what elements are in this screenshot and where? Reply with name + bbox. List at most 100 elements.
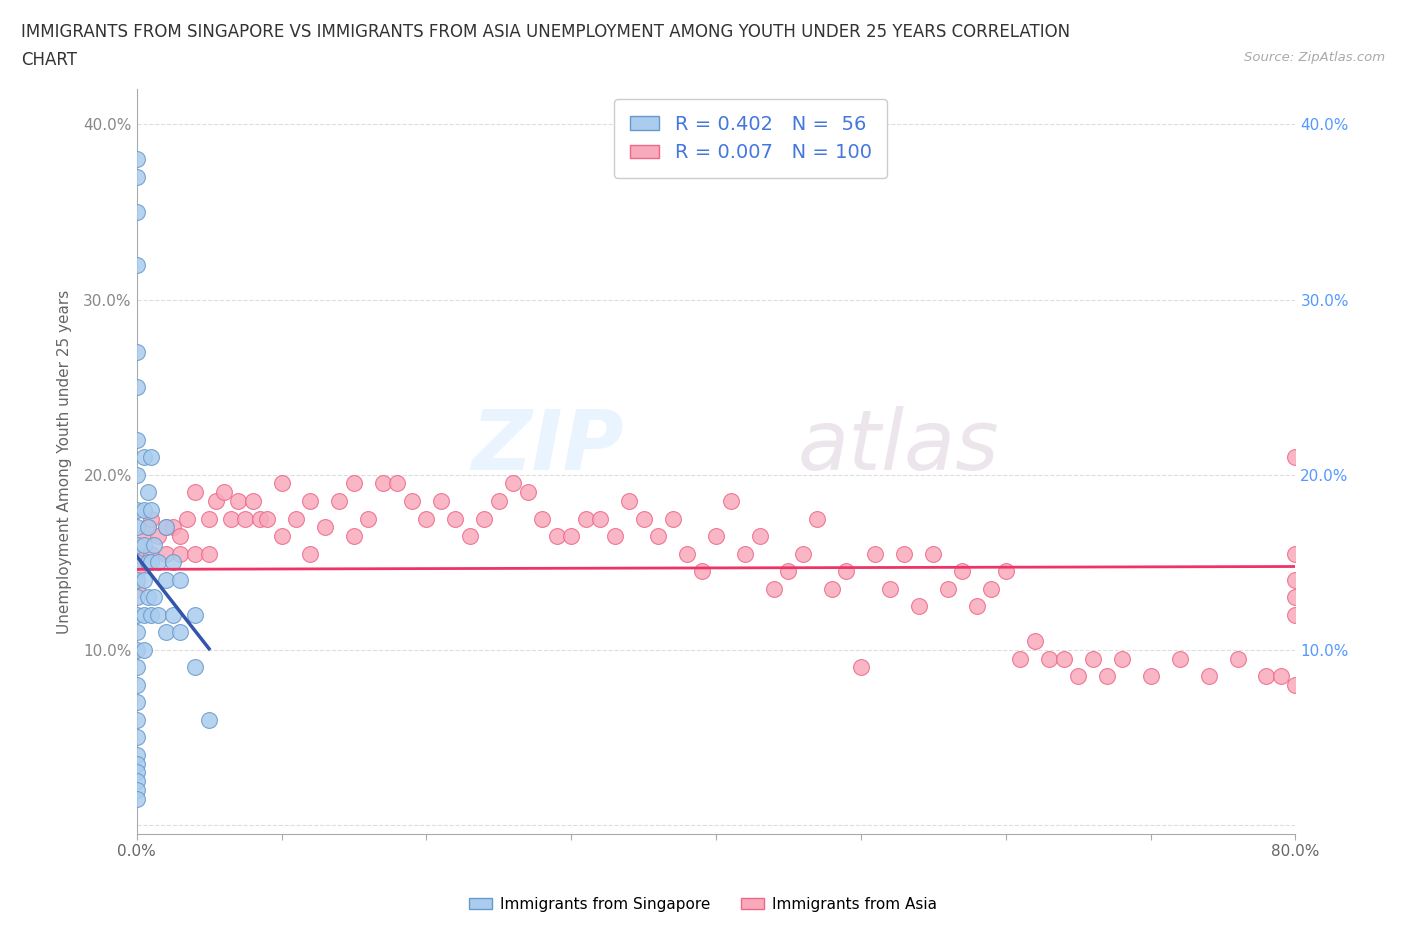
Point (198, 546, 221, 561)
Point (1284, 546, 1306, 561)
Point (936, 581, 959, 596)
Point (849, 660, 872, 675)
Point (1284, 607, 1306, 622)
Point (148, 607, 170, 622)
Point (285, 512, 308, 526)
Point (169, 546, 191, 561)
Legend: R = 0.402   N =  56, R = 0.007   N = 100: R = 0.402 N = 56, R = 0.007 N = 100 (614, 100, 887, 178)
Point (125, 643, 148, 658)
Point (125, 660, 148, 675)
Point (270, 528, 292, 543)
Point (1024, 633, 1046, 648)
Point (835, 564, 858, 578)
Point (155, 625, 177, 640)
Point (1284, 590, 1306, 604)
Point (125, 152, 148, 166)
Point (647, 528, 669, 543)
Legend: Immigrants from Singapore, Immigrants from Asia: Immigrants from Singapore, Immigrants fr… (464, 891, 942, 918)
Point (516, 485, 538, 499)
Point (125, 625, 148, 640)
Point (212, 485, 235, 499)
Text: atlas: atlas (797, 406, 998, 487)
Point (980, 581, 1002, 596)
Point (155, 572, 177, 587)
Point (821, 581, 844, 596)
Point (270, 476, 292, 491)
Point (226, 494, 249, 509)
Point (125, 257, 148, 272)
Point (125, 774, 148, 789)
Point (1081, 651, 1104, 666)
Y-axis label: Unemployment Among Youth under 25 years: Unemployment Among Youth under 25 years (58, 289, 72, 633)
Point (125, 677, 148, 692)
Point (125, 555, 148, 570)
Point (132, 643, 155, 658)
Text: ZIP: ZIP (471, 406, 623, 487)
Point (1256, 669, 1278, 684)
Point (966, 599, 988, 614)
Point (183, 546, 205, 561)
Point (125, 748, 148, 763)
Point (132, 538, 155, 552)
Point (575, 512, 598, 526)
Point (357, 512, 380, 526)
Point (125, 502, 148, 517)
Point (560, 528, 582, 543)
Point (169, 625, 191, 640)
Point (132, 572, 155, 587)
Point (401, 494, 423, 509)
Point (472, 512, 495, 526)
Point (661, 512, 683, 526)
Point (299, 546, 322, 561)
Text: Source: ZipAtlas.com: Source: ZipAtlas.com (1244, 51, 1385, 64)
Point (1067, 669, 1090, 684)
Point (162, 555, 184, 570)
Point (148, 555, 170, 570)
Point (132, 502, 155, 517)
Point (139, 607, 162, 622)
Point (734, 546, 756, 561)
Point (136, 590, 159, 604)
Point (922, 546, 945, 561)
Point (183, 607, 205, 622)
Point (148, 528, 170, 543)
Point (205, 494, 228, 509)
Point (488, 494, 510, 509)
Point (155, 546, 177, 561)
Point (1053, 651, 1076, 666)
Point (125, 538, 148, 552)
Point (183, 660, 205, 675)
Point (125, 756, 148, 771)
Point (198, 712, 221, 727)
Point (139, 450, 162, 465)
Point (136, 520, 159, 535)
Point (155, 520, 177, 535)
Point (1038, 651, 1060, 666)
Point (1168, 651, 1191, 666)
Point (139, 555, 162, 570)
Point (589, 512, 612, 526)
Point (125, 205, 148, 219)
Point (690, 564, 713, 578)
Point (343, 528, 366, 543)
Point (125, 572, 148, 587)
Point (1284, 450, 1306, 465)
Point (143, 538, 166, 552)
Text: CHART: CHART (21, 51, 77, 69)
Point (132, 607, 155, 622)
Point (125, 791, 148, 806)
Point (132, 528, 155, 543)
Point (430, 494, 453, 509)
Point (328, 494, 350, 509)
Point (1010, 651, 1032, 666)
Point (169, 572, 191, 587)
Point (633, 512, 655, 526)
Point (125, 712, 148, 727)
Point (125, 169, 148, 184)
Point (371, 476, 394, 491)
Point (1226, 651, 1249, 666)
Point (256, 512, 278, 526)
Point (1198, 669, 1220, 684)
Text: IMMIGRANTS FROM SINGAPORE VS IMMIGRANTS FROM ASIA UNEMPLOYMENT AMONG YOUTH UNDER: IMMIGRANTS FROM SINGAPORE VS IMMIGRANTS … (21, 23, 1070, 41)
Point (125, 520, 148, 535)
